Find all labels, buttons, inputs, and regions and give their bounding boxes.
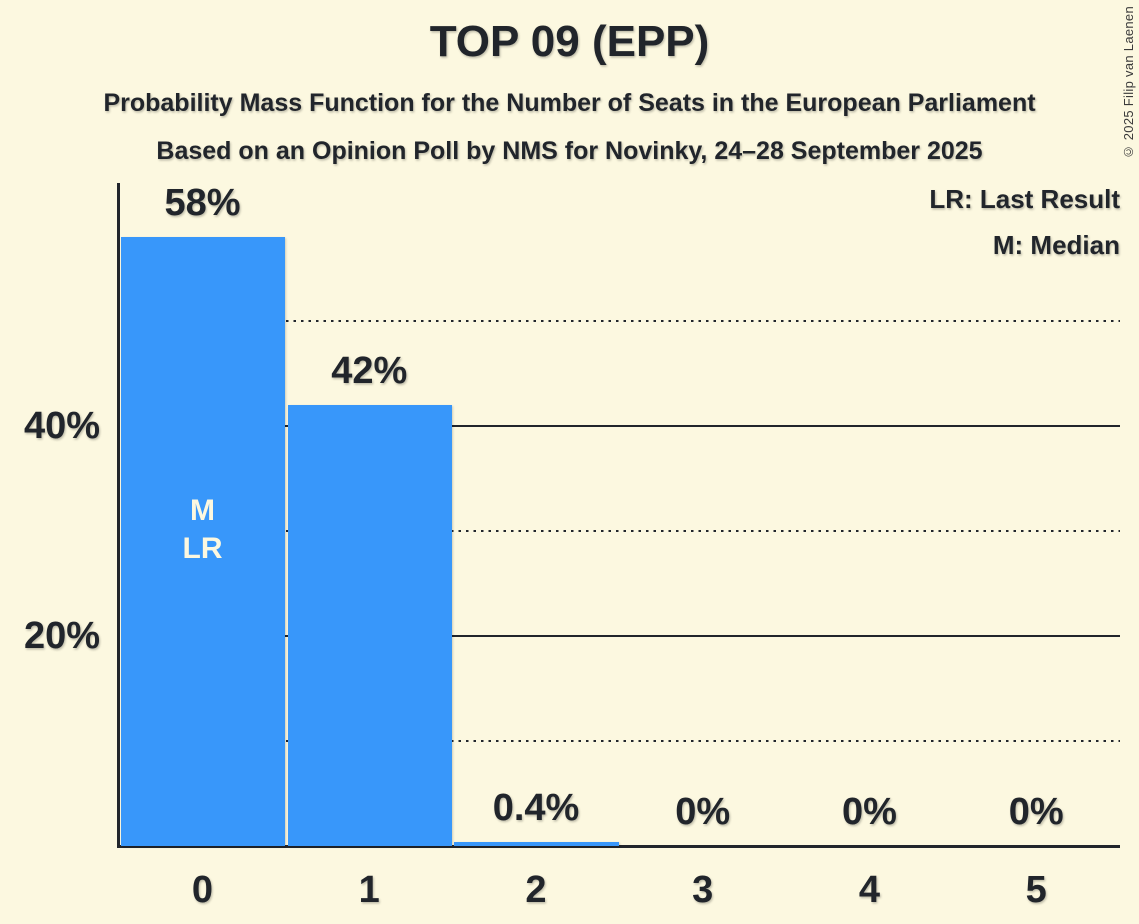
bar-value-label: 42%	[331, 350, 408, 392]
x-axis	[117, 845, 1120, 848]
x-tick-label: 4	[858, 869, 881, 911]
bar-annotation: M LR	[182, 493, 223, 565]
legend-median: M: Median	[992, 230, 1120, 260]
bar-value-label: 0%	[675, 791, 731, 833]
bar	[287, 405, 452, 846]
bar-value-label: 0%	[842, 791, 897, 833]
y-tick-label: 20%	[23, 615, 100, 657]
x-tick-label: 1	[358, 869, 380, 911]
gridline-40	[121, 424, 1120, 428]
x-tick-label: 2	[525, 869, 547, 911]
page-title: TOP 09 (EPP)	[429, 17, 710, 66]
x-tick-label: 3	[692, 869, 714, 911]
gridline-30	[121, 529, 1120, 533]
legend: LR: Last Result M: Median	[929, 182, 1120, 274]
gridline-20	[121, 634, 1120, 638]
x-tick-label: 0	[191, 869, 214, 911]
gridline-10	[121, 739, 1120, 743]
x-tick-label: 5	[1025, 869, 1047, 911]
bar-value-label: 58%	[164, 182, 241, 224]
bar-value-label: 0%	[1008, 791, 1064, 833]
bar	[120, 237, 285, 846]
y-tick-label: 40%	[23, 405, 100, 447]
legend-last-result: LR: Last Result	[929, 184, 1120, 214]
bar	[454, 841, 619, 846]
chart-poll-info: Based on an Opinion Poll by NMS for Novi…	[156, 137, 983, 165]
gridline-50	[121, 319, 1120, 323]
y-axis	[117, 183, 120, 848]
chart-subtitle: Probability Mass Function for the Number…	[103, 89, 1036, 117]
bar-value-label: 0.4%	[492, 786, 580, 829]
